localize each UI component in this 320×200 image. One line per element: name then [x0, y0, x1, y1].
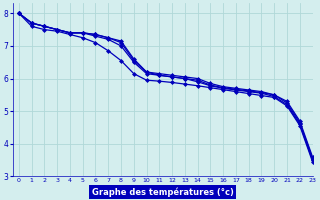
X-axis label: Graphe des températures (°c): Graphe des températures (°c) [92, 187, 234, 197]
